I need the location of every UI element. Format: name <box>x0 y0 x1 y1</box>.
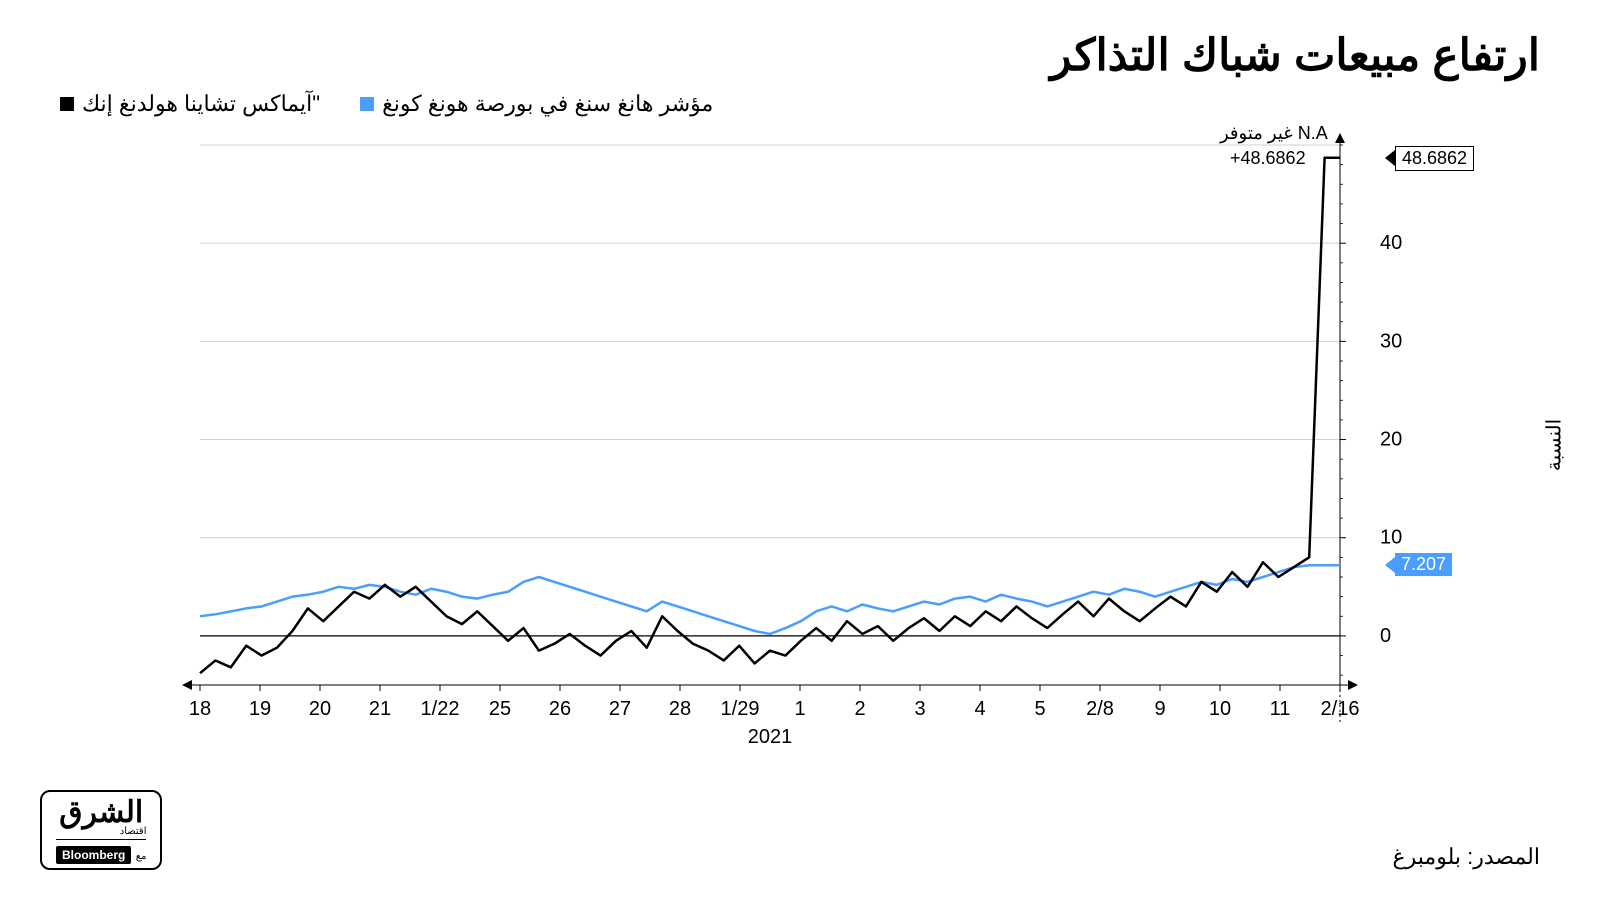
legend-swatch-blue <box>360 97 374 111</box>
svg-text:9: 9 <box>1154 698 1165 720</box>
svg-text:21: 21 <box>369 698 391 720</box>
legend: "آيماكس تشاينا هولدنغ إنك مؤشر هانغ سنغ … <box>60 91 1540 117</box>
callout-value-black: 48.6862 <box>1395 146 1474 171</box>
svg-text:2021: 2021 <box>748 726 793 748</box>
svg-text:18: 18 <box>189 698 211 720</box>
svg-text:1/29: 1/29 <box>721 698 760 720</box>
legend-label-series2: مؤشر هانغ سنغ في بورصة هونغ كونغ <box>382 91 713 117</box>
svg-text:40: 40 <box>1380 232 1402 254</box>
legend-label-series1: "آيماكس تشاينا هولدنغ إنك <box>82 91 320 117</box>
legend-swatch-black <box>60 97 74 111</box>
callout-arrow-icon <box>1385 150 1395 166</box>
publisher-logo: الشرق اقتصاد Bloomberg مع <box>40 790 162 870</box>
peak-value-label: +48.6862 <box>1230 148 1306 169</box>
legend-item-series1: "آيماكس تشاينا هولدنغ إنك <box>60 91 320 117</box>
svg-text:10: 10 <box>1209 698 1231 720</box>
svg-text:28: 28 <box>669 698 691 720</box>
svg-text:5: 5 <box>1034 698 1045 720</box>
svg-text:25: 25 <box>489 698 511 720</box>
svg-text:3: 3 <box>914 698 925 720</box>
legend-item-series2: مؤشر هانغ سنغ في بورصة هونغ كونغ <box>360 91 713 117</box>
callout-arrow-icon <box>1385 557 1395 573</box>
svg-text:11: 11 <box>1270 698 1291 720</box>
logo-main-text: الشرق <box>56 798 146 828</box>
svg-text:30: 30 <box>1380 330 1402 352</box>
na-annotation: غير متوفر N.A <box>1220 123 1328 144</box>
svg-text:1/22: 1/22 <box>421 698 460 720</box>
chart-title: ارتفاع مبيعات شباك التذاكر <box>60 30 1540 81</box>
chart-area: 010203040181920211/22252627281/29123452/… <box>60 125 1540 765</box>
svg-text:4: 4 <box>974 698 985 720</box>
svg-text:2/8: 2/8 <box>1086 698 1114 720</box>
line-chart: 010203040181920211/22252627281/29123452/… <box>60 125 1540 765</box>
svg-text:1: 1 <box>794 698 805 720</box>
logo-partner: Bloomberg <box>56 846 131 864</box>
y-axis-label: النسبة <box>1541 419 1566 471</box>
svg-text:0: 0 <box>1380 625 1391 647</box>
svg-text:26: 26 <box>549 698 571 720</box>
source-attribution: المصدر: بلومبرغ <box>1393 844 1540 870</box>
svg-text:19: 19 <box>249 698 271 720</box>
svg-text:10: 10 <box>1380 527 1402 549</box>
svg-text:20: 20 <box>309 698 331 720</box>
svg-text:2: 2 <box>854 698 865 720</box>
callout-value-blue: 7.207 <box>1395 553 1452 576</box>
svg-text:20: 20 <box>1380 429 1402 451</box>
logo-with: مع <box>136 851 147 862</box>
svg-text:27: 27 <box>609 698 631 720</box>
